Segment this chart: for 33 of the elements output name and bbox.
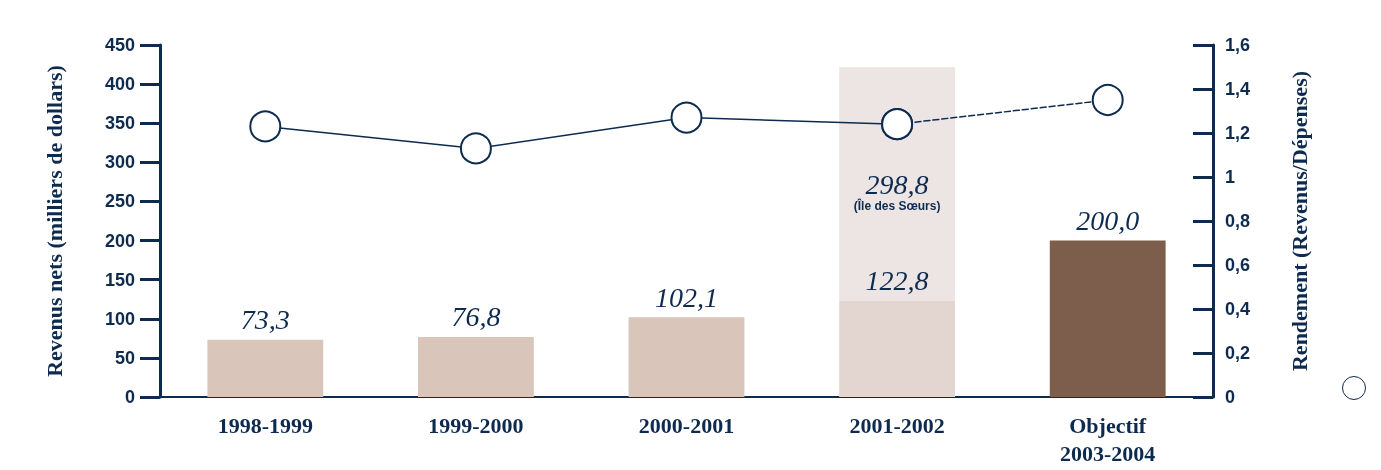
y-tick-label: 350: [104, 113, 135, 134]
data-label: 298,8: [865, 168, 929, 200]
x-tick-label: 1999-2000: [428, 412, 524, 438]
y2-tick-label: 0,8: [1225, 211, 1251, 231]
y-tick-label: 50: [114, 347, 135, 368]
y-tick-label: 250: [104, 191, 135, 212]
data-label: 102,1: [655, 281, 718, 313]
x-tick-label: 2000-2001: [638, 412, 735, 438]
x-tick-label: Objectif 2003-2004: [1060, 412, 1156, 466]
data-label: 200,0: [1076, 205, 1140, 237]
y2-axis-title: Rendement (Revenus/Dépenses): [1286, 70, 1312, 372]
y-tick-label: 150: [104, 269, 135, 290]
y-tick-label: 300: [104, 152, 135, 173]
y-tick-label: 400: [104, 74, 135, 95]
annotation: (Île des Sœurs): [853, 198, 941, 214]
data-label: 76,8: [451, 301, 501, 333]
y2-tick-label: 0,6: [1225, 255, 1251, 275]
y-tick-label: 450: [104, 35, 135, 55]
y2-tick-label: 1: [1225, 167, 1236, 187]
x-tick-label: 1998-1999: [217, 412, 313, 438]
y-tick-label: 0: [124, 387, 135, 407]
data-label: 73,3: [240, 304, 290, 336]
y2-tick-label: 0,4: [1225, 299, 1251, 319]
y2-tick-label: 1,6: [1225, 35, 1251, 55]
y2-tick-label: 1,4: [1225, 79, 1251, 99]
data-label: 122,8: [865, 265, 929, 297]
y-axis-title: Revenus nets (milliers de dollars): [41, 65, 67, 377]
x-tick-label: 2001-2002: [849, 412, 945, 438]
y2-tick-label: 0,2: [1225, 343, 1251, 363]
y-tick-label: 100: [104, 308, 135, 329]
y2-tick-label: 1,2: [1225, 123, 1251, 143]
y2-tick-label: 0: [1225, 387, 1236, 407]
y-tick-label: 200: [104, 230, 135, 251]
